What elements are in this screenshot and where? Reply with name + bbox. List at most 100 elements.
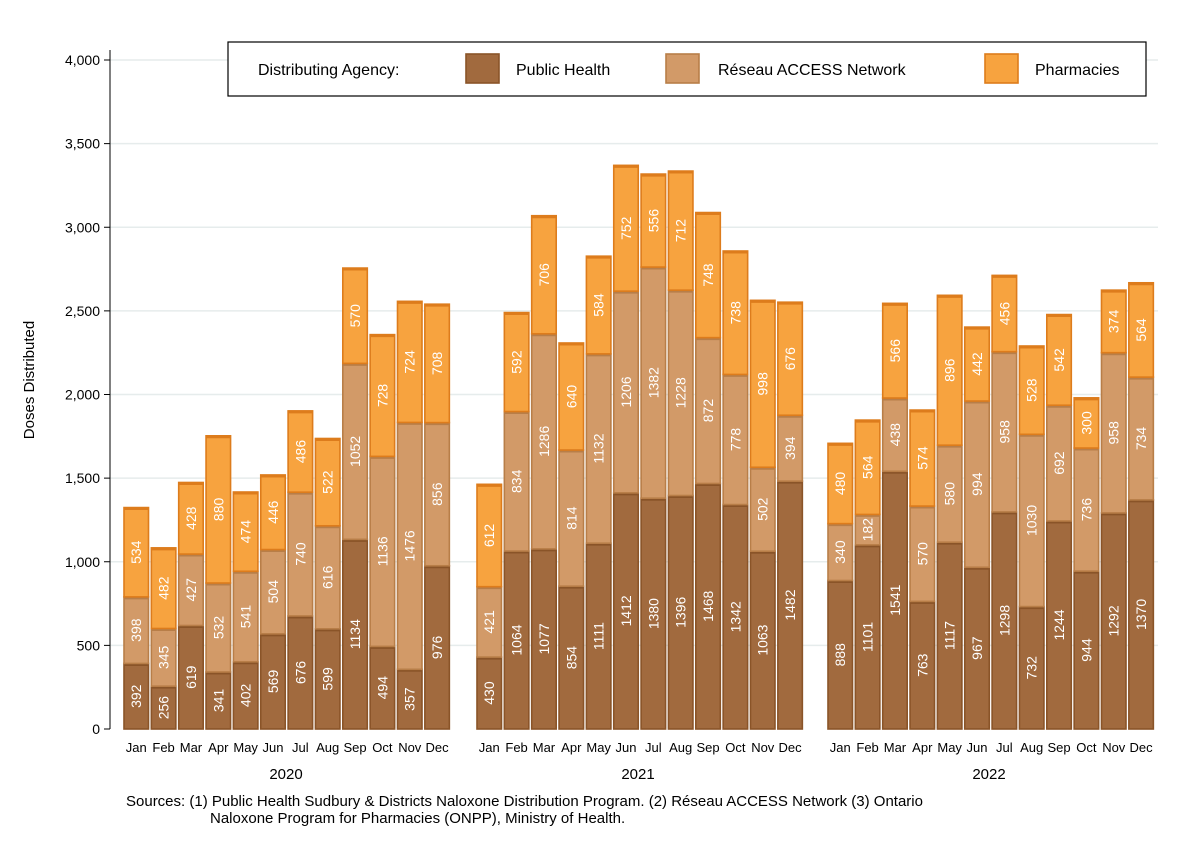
x-tick-label-month: Jan [126, 740, 147, 755]
bar-segment-r-seau-access-network [396, 421, 423, 671]
legend-swatch [984, 53, 1019, 84]
data-label: 872 [700, 399, 716, 423]
data-label: 446 [265, 500, 281, 524]
data-label: 1482 [782, 589, 798, 620]
x-tick-label-month: May [937, 740, 962, 755]
legend-swatch [665, 53, 700, 84]
x-tick-label-month: Dec [426, 740, 450, 755]
data-label: 374 [1106, 310, 1122, 334]
x-tick-label-month: Nov [398, 740, 422, 755]
data-label: 676 [782, 347, 798, 371]
x-tick-label-month: Jul [292, 740, 309, 755]
bar-segment-r-seau-access-network [936, 444, 963, 543]
data-label: 480 [832, 472, 848, 496]
bar-segment-public-health [1046, 520, 1073, 730]
bar-segment-r-seau-access-network [854, 513, 881, 546]
data-label: 612 [481, 524, 497, 548]
data-label: 474 [238, 520, 254, 544]
bar-segment-public-health [827, 579, 854, 730]
x-tick-label-month: Feb [856, 740, 878, 755]
bar-segment-public-health [369, 645, 396, 730]
data-label: 958 [996, 420, 1012, 444]
bar-segment-r-seau-access-network [777, 414, 804, 482]
bar-segment-r-seau-access-network [612, 290, 640, 494]
bar-segment-pharmacies [232, 491, 259, 573]
data-label: 398 [128, 618, 144, 642]
x-axis: Jan Feb Mar Apr May Jun Jul Aug Sep Oct Nov Dec 2020… [126, 740, 1153, 783]
data-label: 534 [128, 540, 144, 564]
bar-segment-public-health [612, 492, 640, 730]
data-label: 556 [645, 209, 661, 233]
y-axis: 0 500 1,000 1,500 2,000 2,500 3,000 3,500 4,000 [65, 50, 111, 737]
data-label: 976 [429, 635, 445, 659]
data-label: 502 [755, 497, 771, 521]
data-label: 1117 [942, 621, 958, 650]
bar-segment-pharmacies [503, 311, 530, 413]
bar-segment-pharmacies [396, 300, 423, 424]
bar-segment-public-health [1100, 512, 1127, 730]
x-tick-label-month: Oct [725, 740, 746, 755]
data-label: 1382 [645, 367, 661, 398]
bar-segment-pharmacies [424, 303, 451, 424]
data-label: 1052 [347, 436, 363, 467]
data-label: 1370 [1133, 599, 1149, 630]
bar-segment-public-health [963, 566, 991, 730]
bar-segment-r-seau-access-network [640, 266, 667, 499]
bar-segment-public-health [341, 538, 369, 730]
bar-segment-public-health [777, 480, 804, 730]
data-label: 880 [210, 498, 226, 522]
data-label: 706 [536, 263, 552, 287]
data-label: 712 [673, 219, 689, 243]
bar-segment-r-seau-access-network [424, 421, 451, 567]
y-tick-label: 3,000 [65, 219, 100, 235]
x-tick-label-month: Jan [830, 740, 851, 755]
data-label: 1292 [1106, 605, 1122, 636]
bars: 392 398 534 256 345 482 619 427 428 341 532 880 402 5… [123, 164, 1155, 730]
bar-segment-public-health [640, 497, 667, 730]
data-label: 1380 [645, 598, 661, 629]
bar-segment-r-seau-access-network [287, 491, 314, 617]
data-label: 566 [887, 339, 903, 363]
data-label: 394 [782, 436, 798, 460]
data-label: 574 [914, 446, 930, 470]
source-note: Sources: (1) Public Health Sudbury & Dis… [126, 793, 923, 827]
x-tick-label-month: Nov [1102, 740, 1126, 755]
bar-segment-r-seau-access-network [694, 336, 722, 485]
data-label: 1111 [591, 622, 607, 650]
data-label: 494 [374, 676, 390, 700]
data-label: 748 [700, 263, 716, 287]
x-tick-label-month: Sep [1047, 740, 1070, 755]
data-label: 1136 [374, 536, 390, 566]
bar-segment-public-health [749, 550, 776, 730]
bar-segment-pharmacies [777, 301, 804, 417]
data-label: 1541 [887, 584, 903, 615]
bar-segment-r-seau-access-network [150, 627, 177, 687]
bar-segment-public-health [150, 685, 177, 730]
bar-segment-pharmacies [991, 274, 1018, 353]
bar-segment-public-health [177, 624, 204, 730]
data-label: 896 [942, 358, 958, 382]
x-tick-label-month: Jul [645, 740, 662, 755]
bar-segment-pharmacies [749, 299, 776, 469]
data-label: 640 [563, 385, 579, 409]
bar-segment-pharmacies [150, 547, 177, 630]
bar-segment-r-seau-access-network [232, 570, 259, 663]
y-tick-label: 500 [77, 637, 101, 653]
data-label: 300 [1078, 411, 1094, 435]
legend-entry: Pharmacies [1035, 62, 1119, 79]
data-label: 1286 [536, 426, 552, 457]
x-tick-label-month: Sep [343, 740, 366, 755]
bar-segment-public-health [854, 544, 881, 730]
data-label: 1476 [402, 530, 418, 561]
data-label: 732 [1024, 656, 1040, 680]
data-label: 427 [183, 578, 199, 602]
bar-segment-r-seau-access-network [123, 596, 150, 665]
bar-segment-public-health [1073, 570, 1100, 730]
bar-segment-r-seau-access-network [369, 455, 396, 648]
data-label: 442 [969, 352, 985, 376]
data-label: 854 [563, 646, 579, 670]
x-tick-label-month: Dec [1130, 740, 1154, 755]
bar-segment-public-health [1128, 499, 1155, 730]
bar-segment-pharmacies [177, 481, 204, 555]
